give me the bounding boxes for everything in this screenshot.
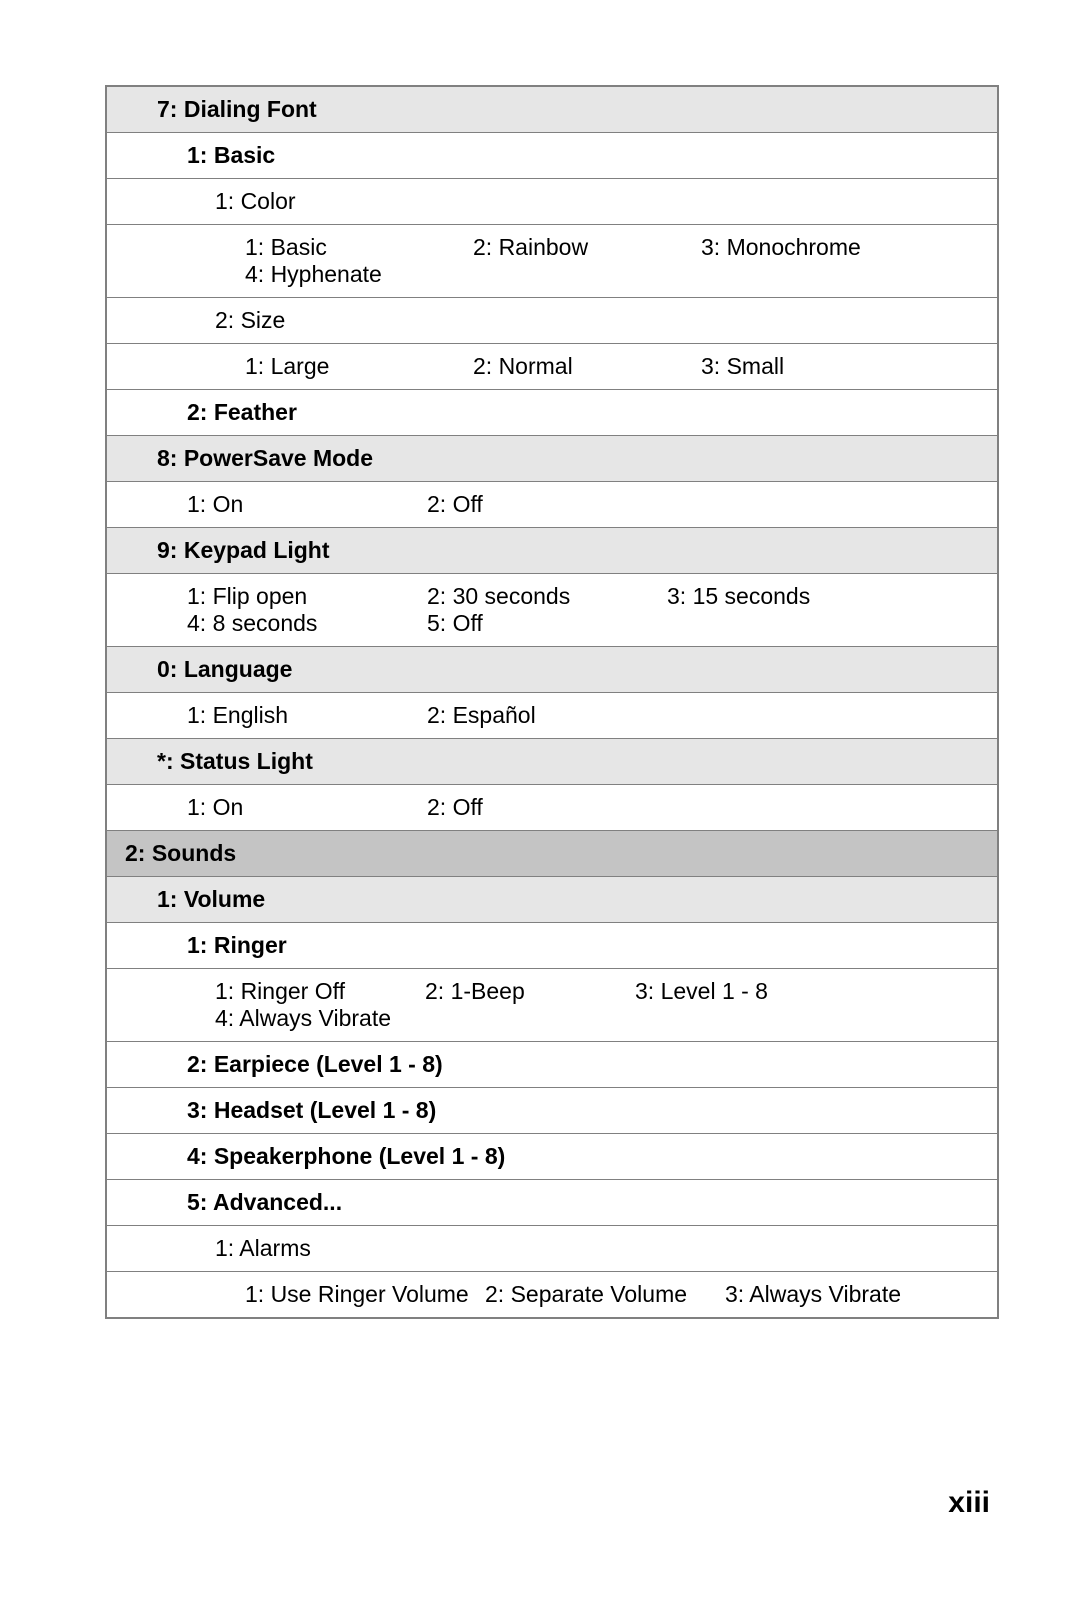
subsection-ringer: 1: Ringer — [107, 923, 997, 969]
option: 2: Off — [427, 794, 667, 821]
item-label: 1: Alarms — [215, 1235, 311, 1262]
option: 1: Basic — [245, 234, 473, 261]
header-text: 5: Advanced... — [187, 1189, 342, 1216]
option: 2: Normal — [473, 353, 701, 380]
option: 4: Hyphenate — [245, 261, 473, 288]
header-text: 9: Keypad Light — [157, 537, 330, 564]
header-text: 1: Volume — [157, 886, 265, 913]
option: 1: Large — [245, 353, 473, 380]
section-dialing-font: 7: Dialing Font — [107, 87, 997, 133]
option: 1: English — [187, 702, 427, 729]
section-powersave: 8: PowerSave Mode — [107, 436, 997, 482]
option: 1: On — [187, 794, 427, 821]
page-content: 7: Dialing Font 1: Basic 1: Color 1: Bas… — [0, 0, 1080, 1319]
item-color: 1: Color — [107, 179, 997, 225]
header-text: 4: Speakerphone (Level 1 - 8) — [187, 1143, 505, 1170]
subsection-volume: 1: Volume — [107, 877, 997, 923]
header-text: 8: PowerSave Mode — [157, 445, 373, 472]
header-text: 2: Earpiece (Level 1 - 8) — [187, 1051, 443, 1078]
item-alarms: 1: Alarms — [107, 1226, 997, 1272]
option: 5: Off — [427, 610, 667, 637]
option: 3: Always Vibrate — [725, 1281, 965, 1308]
option: 2: 1-Beep — [425, 978, 635, 1005]
section-language: 0: Language — [107, 647, 997, 693]
options-powersave: 1: On 2: Off — [107, 482, 997, 528]
item-label: 1: Color — [215, 188, 296, 215]
section-keypad-light: 9: Keypad Light — [107, 528, 997, 574]
subsection-basic: 1: Basic — [107, 133, 997, 179]
header-text: *: Status Light — [157, 748, 313, 775]
option: 3: Level 1 - 8 — [635, 978, 845, 1005]
options-keypad-light: 1: Flip open 2: 30 seconds 3: 15 seconds… — [107, 574, 997, 647]
option: 1: Ringer Off — [215, 978, 425, 1005]
options-status-light: 1: On 2: Off — [107, 785, 997, 831]
option: 1: Use Ringer Volume — [245, 1281, 485, 1308]
option: 2: Separate Volume — [485, 1281, 725, 1308]
option: 4: Always Vibrate — [215, 1005, 425, 1032]
section-status-light: *: Status Light — [107, 739, 997, 785]
option: 2: Off — [427, 491, 667, 518]
option: 3: 15 seconds — [667, 583, 907, 610]
options-alarms: 1: Use Ringer Volume 2: Separate Volume … — [107, 1272, 997, 1317]
subsection-earpiece: 2: Earpiece (Level 1 - 8) — [107, 1042, 997, 1088]
header-text: 1: Ringer — [187, 932, 287, 959]
options-size: 1: Large 2: Normal 3: Small — [107, 344, 997, 390]
option: 2: Español — [427, 702, 667, 729]
header-text: 0: Language — [157, 656, 292, 683]
header-text: 2: Feather — [187, 399, 297, 426]
option: 1: On — [187, 491, 427, 518]
header-text: 2: Sounds — [125, 840, 236, 867]
options-color: 1: Basic 2: Rainbow 3: Monochrome 4: Hyp… — [107, 225, 997, 298]
header-text: 1: Basic — [187, 142, 275, 169]
option: 1: Flip open — [187, 583, 427, 610]
menu-table: 7: Dialing Font 1: Basic 1: Color 1: Bas… — [105, 85, 999, 1319]
item-label: 2: Size — [215, 307, 285, 334]
section-sounds: 2: Sounds — [107, 831, 997, 877]
option: 2: 30 seconds — [427, 583, 667, 610]
option: 2: Rainbow — [473, 234, 701, 261]
option: 3: Small — [701, 353, 929, 380]
option: 4: 8 seconds — [187, 610, 427, 637]
subsection-advanced: 5: Advanced... — [107, 1180, 997, 1226]
options-ringer: 1: Ringer Off 2: 1-Beep 3: Level 1 - 8 4… — [107, 969, 997, 1042]
header-text: 7: Dialing Font — [157, 96, 317, 123]
header-text: 3: Headset (Level 1 - 8) — [187, 1097, 436, 1124]
subsection-headset: 3: Headset (Level 1 - 8) — [107, 1088, 997, 1134]
option: 3: Monochrome — [701, 234, 929, 261]
item-size: 2: Size — [107, 298, 997, 344]
subsection-speakerphone: 4: Speakerphone (Level 1 - 8) — [107, 1134, 997, 1180]
options-language: 1: English 2: Español — [107, 693, 997, 739]
page-number: xiii — [948, 1486, 990, 1520]
subsection-feather: 2: Feather — [107, 390, 997, 436]
